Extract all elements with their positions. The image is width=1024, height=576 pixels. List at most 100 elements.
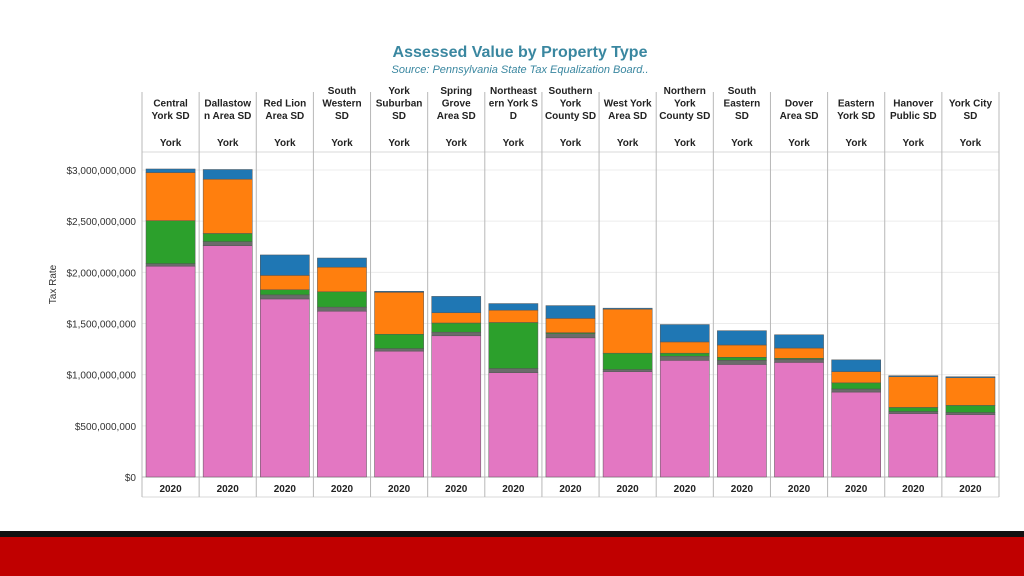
bar-segment-orange — [545, 318, 596, 333]
bar-segment-orange — [602, 308, 653, 354]
year-label: 2020 — [274, 484, 297, 495]
y-tick-label: $2,500,000,000 — [66, 217, 136, 228]
bar-segment-green — [602, 352, 653, 370]
bar-segment-gray — [545, 333, 596, 339]
district-name-line: Western — [322, 99, 361, 110]
footer-divider — [0, 531, 1024, 537]
bar-segment-gray — [774, 359, 824, 363]
bar-segment-blue — [831, 359, 881, 372]
bar-segment-orange — [831, 371, 881, 384]
district-name-line: Dallastow — [204, 99, 251, 110]
bar-segment-pink — [888, 413, 939, 478]
county-label: York — [503, 138, 525, 149]
bar-segment-green — [488, 322, 539, 369]
bar-segment-pink — [602, 371, 653, 478]
bar-segment-pink — [260, 298, 310, 478]
bar-segment-orange — [659, 341, 710, 354]
bar-segment-blue — [774, 334, 824, 349]
district-name-line: Public SD — [890, 111, 937, 122]
bar-segment-green — [888, 407, 939, 412]
district-name-line: Northeast — [490, 86, 537, 97]
district-name-line: South — [728, 86, 756, 97]
bar-segment-pink — [488, 372, 539, 478]
bar-segment-pink — [202, 245, 253, 478]
district-name-line: SD — [392, 111, 406, 122]
county-label: York — [674, 138, 696, 149]
district-name-line: Spring — [440, 86, 472, 97]
year-label: 2020 — [559, 484, 582, 495]
y-axis-title: Tax Rate — [48, 264, 59, 304]
year-label: 2020 — [959, 484, 982, 495]
county-label: York — [445, 138, 467, 149]
county-label: York — [217, 138, 239, 149]
district-name-line: Hanover — [893, 99, 933, 110]
bar-segment-pink — [831, 391, 881, 478]
district-name-line: SD — [963, 111, 977, 122]
bar-segment-orange — [431, 312, 482, 324]
bar-segment-green — [717, 357, 767, 361]
district-name-line: Dover — [785, 99, 813, 110]
bar-segment-gray — [374, 348, 424, 352]
county-label: York — [560, 138, 582, 149]
year-label: 2020 — [674, 484, 697, 495]
county-label: York — [617, 138, 639, 149]
y-tick-label: $1,000,000,000 — [66, 371, 136, 382]
county-label: York — [731, 138, 753, 149]
county-label: York — [788, 138, 810, 149]
district-name-line: York SD — [151, 111, 189, 122]
district-name-line: York — [674, 99, 696, 110]
bar-segment-pink — [545, 337, 596, 478]
bar-segment-orange — [202, 178, 253, 234]
chart-subtitle: Source: Pennsylvania State Tax Equalizat… — [391, 64, 649, 76]
bar-segment-blue — [317, 257, 367, 268]
bar-segment-pink — [945, 414, 996, 478]
bar-segment-gray — [202, 241, 253, 246]
bar-segment-orange — [374, 292, 424, 335]
bar-segment-blue — [888, 375, 939, 377]
year-label: 2020 — [159, 484, 182, 495]
bar-segment-blue — [374, 291, 424, 293]
stacked-bar-chart: $0 $500,000,000 $1,000,000,000 $1,500,000,0… — [48, 86, 1000, 498]
bar-segment-gray — [260, 294, 310, 300]
bar-segment-blue — [431, 296, 482, 314]
bar-segment-green — [945, 405, 996, 413]
bar-segment-gray — [945, 412, 996, 415]
district-name-line: Suburban — [376, 99, 423, 110]
bar-segment-pink — [659, 360, 710, 478]
county-label: York — [388, 138, 410, 149]
bar-segment-pink — [374, 350, 424, 478]
bar-segment-orange — [145, 172, 196, 221]
bar-segment-gray — [831, 388, 881, 393]
bar-segment-blue — [659, 324, 710, 343]
bar-segment-green — [202, 233, 253, 242]
county-label: York — [274, 138, 296, 149]
footer-bar — [0, 537, 1024, 576]
district-name-line: Area SD — [265, 111, 304, 122]
bar-segment-green — [260, 289, 310, 296]
year-label: 2020 — [845, 484, 868, 495]
chart-title: Assessed Value by Property Type — [392, 44, 648, 61]
district-name-line: Eastern — [724, 99, 761, 110]
district-name-line: York SD — [837, 111, 875, 122]
bar-segment-blue — [145, 168, 196, 173]
y-tick-label: $2,000,000,000 — [66, 268, 136, 279]
county-label: York — [960, 138, 982, 149]
bar-segment-orange — [717, 344, 767, 358]
year-label: 2020 — [388, 484, 411, 495]
year-label: 2020 — [788, 484, 811, 495]
bar-segment-blue — [545, 305, 596, 319]
county-label: York — [160, 138, 182, 149]
year-label: 2020 — [331, 484, 354, 495]
district-name-line: Area SD — [608, 111, 647, 122]
bar-segment-blue — [202, 169, 253, 180]
district-name-line: Area SD — [780, 111, 819, 122]
district-name-line: ern York S — [489, 99, 538, 110]
district-name-line: SD — [735, 111, 749, 122]
bar-segment-green — [659, 352, 710, 357]
district-name-line: Southern — [549, 86, 593, 97]
bar-segment-gray — [317, 306, 367, 312]
bar-segment-green — [431, 322, 482, 333]
bar-segment-pink — [145, 265, 196, 478]
bar-segment-pink — [317, 310, 367, 478]
district-name-line: SD — [335, 111, 349, 122]
